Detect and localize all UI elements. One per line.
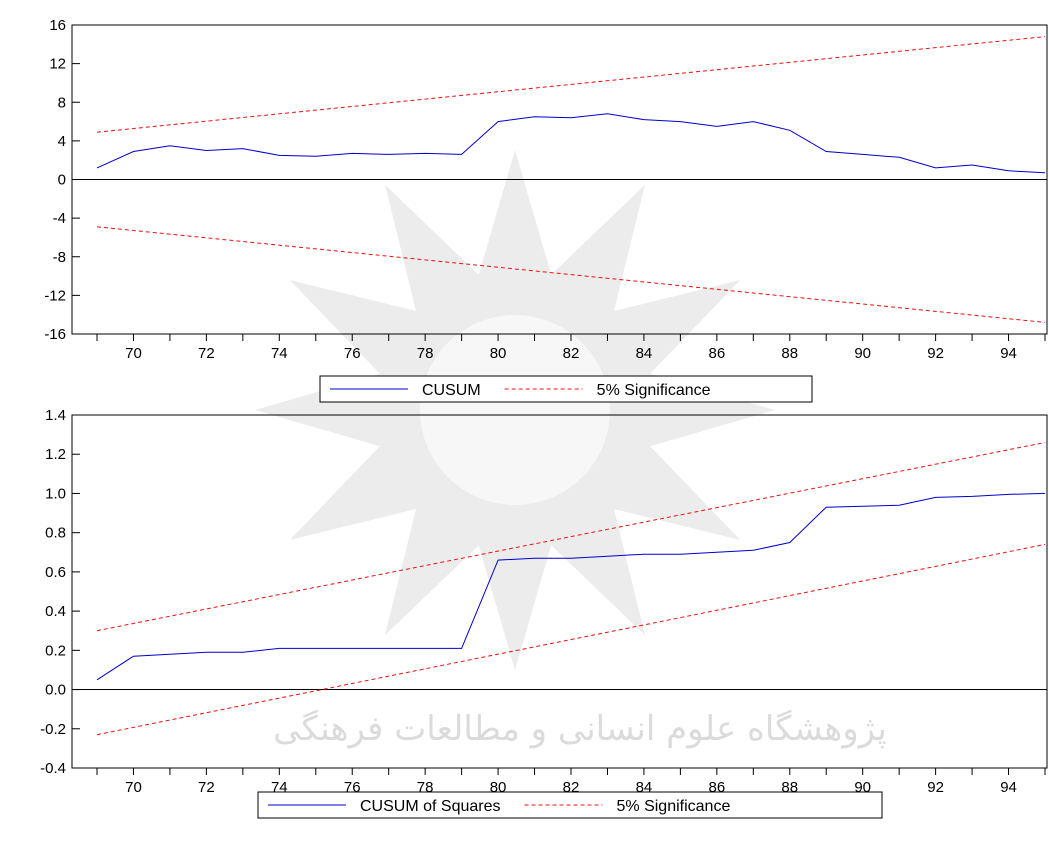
y-tick-label: -0.4 bbox=[40, 760, 66, 777]
plot-frame bbox=[71, 414, 1048, 769]
legend-label: 5% Significance bbox=[617, 798, 731, 815]
legend: CUSUM of Squares 5% Significance bbox=[257, 791, 883, 819]
x-tick-label: 86 bbox=[709, 345, 726, 362]
legend-label: 5% Significance bbox=[597, 382, 711, 399]
y-tick-label: -12 bbox=[44, 287, 66, 304]
x-tick-label: 76 bbox=[344, 345, 361, 362]
upper-significance-line bbox=[96, 442, 1046, 632]
x-tick-label: 82 bbox=[563, 345, 580, 362]
y-tick-label: -8 bbox=[53, 249, 66, 266]
y-tick-label: -0.2 bbox=[40, 721, 66, 738]
x-tick-label: 92 bbox=[927, 345, 944, 362]
x-tick-label: 74 bbox=[271, 345, 288, 362]
watermark-text: پژوهشگاه علوم انسانی و مطالعات فرهنگی bbox=[273, 709, 887, 749]
x-tick-label: 78 bbox=[417, 345, 434, 362]
lower-significance-line bbox=[96, 543, 1046, 736]
y-tick-label: 0 bbox=[58, 172, 66, 189]
cusum-series-line bbox=[96, 492, 1046, 681]
upper-significance-line bbox=[96, 36, 1046, 133]
watermark-emblem bbox=[255, 150, 775, 670]
y-tick-label: 1.0 bbox=[45, 485, 66, 502]
x-tick-label: 70 bbox=[125, 345, 142, 362]
x-tick-label: 92 bbox=[927, 779, 944, 796]
y-tick-label: 8 bbox=[58, 94, 66, 111]
x-tick-label: 88 bbox=[781, 345, 798, 362]
y-tick-label: 16 bbox=[49, 17, 66, 34]
x-tick-label: 94 bbox=[1000, 345, 1017, 362]
y-tick-label: 12 bbox=[49, 56, 66, 73]
y-tick-label: -4 bbox=[53, 210, 66, 227]
legend-label: CUSUM of Squares bbox=[360, 798, 501, 815]
x-tick-label: 90 bbox=[854, 345, 871, 362]
x-tick-label: 72 bbox=[198, 779, 215, 796]
y-tick-label: 1.4 bbox=[45, 407, 66, 424]
y-tick-label: 1.2 bbox=[45, 446, 66, 463]
y-tick-label: 0.8 bbox=[45, 525, 66, 542]
y-tick-label: 0.4 bbox=[45, 603, 66, 620]
lower-significance-line bbox=[96, 226, 1046, 323]
y-tick-label: -16 bbox=[44, 326, 66, 343]
y-tick-label: 0.2 bbox=[45, 642, 66, 659]
cusum-series-line bbox=[96, 113, 1046, 174]
x-tick-label: 84 bbox=[636, 345, 653, 362]
legend: CUSUM 5% Significance bbox=[319, 375, 813, 403]
x-tick-label: 70 bbox=[125, 779, 142, 796]
watermark-center bbox=[420, 315, 610, 505]
x-tick-label: 72 bbox=[198, 345, 215, 362]
y-tick-label: 0.6 bbox=[45, 564, 66, 581]
cusum-squares-chart: 1.41.21.00.80.60.40.20.0-0.2-0.470 72 74 76… bbox=[40, 407, 1048, 819]
y-tick-label: 4 bbox=[58, 133, 66, 150]
x-tick-label: 94 bbox=[1000, 779, 1017, 796]
legend-label: CUSUM bbox=[422, 382, 481, 399]
x-tick-label: 80 bbox=[490, 345, 507, 362]
y-tick-label: 0.0 bbox=[45, 682, 66, 699]
